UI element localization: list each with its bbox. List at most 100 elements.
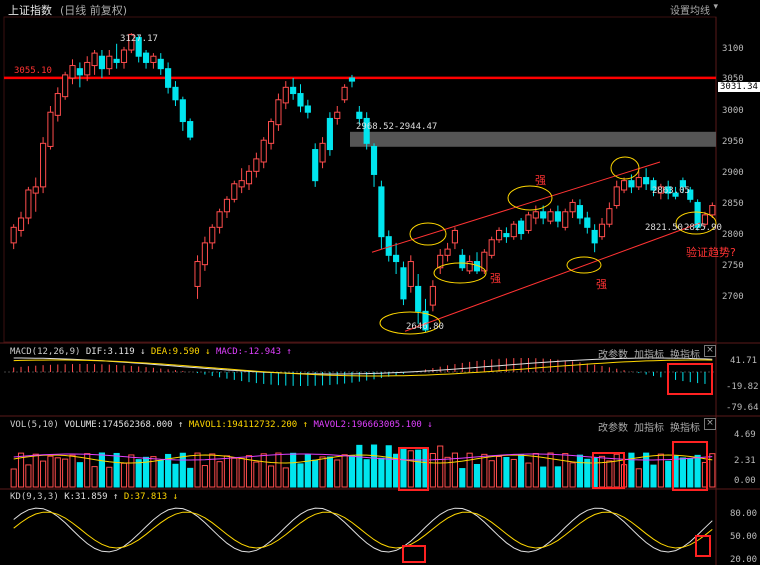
volume-bar [562,453,569,488]
mavol1-value: MAVOL1:194112732.200 [188,420,298,430]
volume-bar [54,457,61,488]
volume-bar [488,460,495,488]
candle-body [378,186,385,238]
candle-body [326,117,333,151]
close-icon[interactable]: × [704,418,716,430]
candle-body [245,170,253,185]
volume-bar [466,452,473,488]
add-indicator-button[interactable]: 加指标 [634,350,664,361]
macd-tick: -19.82 [726,382,759,392]
candle-body [665,186,672,194]
volume-bar [106,466,113,488]
candle-body [576,205,584,219]
candle-body [238,180,245,188]
volume-bar [165,453,172,488]
edit-params-button[interactable]: 改参数 [598,350,628,361]
highlight-ellipse [507,185,553,211]
candle-body [201,242,208,266]
volume-bar [518,454,525,488]
candle-body [510,223,517,238]
candle-body [709,205,716,216]
switch-indicator-button[interactable]: 换指标 [670,423,700,434]
candle-body [635,177,642,188]
highlight-ellipse [610,156,640,180]
candle-body [179,99,186,123]
macd-label: MACD(12,26,9) [10,347,81,357]
volume-bar [319,456,326,488]
switch-indicator-button[interactable]: 换指标 [670,350,700,361]
volume-bar [341,454,348,488]
dea-value: DEA:9.590 [150,347,200,357]
candle-body [554,211,561,222]
volume-bar [157,460,164,488]
resistance-label: 3055.10 [14,66,52,76]
volume-value: VOLUME:174562368.000 [64,420,173,430]
volume-bar [657,453,664,488]
volume-bar [150,456,157,488]
volume-bar [635,468,642,488]
volume-bar [245,455,253,488]
candle-body [620,180,628,191]
volume-bar [650,464,657,488]
volume-bar [503,456,510,488]
price-label: 2821.50 [645,223,683,233]
candle-body [584,217,591,228]
close-icon[interactable]: × [704,345,716,357]
down-arrow-icon: ↓ [427,420,433,430]
d-value: D:37.813 [123,492,168,502]
volume-bar [569,462,576,488]
candle-body [187,121,194,138]
volume-bar [179,452,186,488]
candle-body [98,55,106,70]
mavol2-value: MAVOL2:196663005.100 [313,420,422,430]
candle-body [348,77,356,82]
volume-bar [437,445,444,488]
candle-body [282,86,289,104]
chevron-down-icon[interactable]: ▾ [713,2,718,12]
volume-bar [253,461,260,488]
candle-body [172,86,179,101]
down-arrow-icon: ↓ [140,347,146,357]
volume-bar [451,452,459,488]
price-tick: 2750 [722,261,744,271]
ma-settings-button[interactable]: 设置均线 [670,6,710,17]
up-arrow-icon: ↑ [286,347,292,357]
dif-value: DIF:3.119 [85,347,135,357]
price-label: 2863.05 [652,186,690,196]
high-label: 3127.17 [120,34,158,44]
down-arrow-icon: ↓ [205,347,211,357]
kd-label: KD(9,3,3) [10,492,59,502]
volume-bar [142,456,150,488]
edit-params-button[interactable]: 改参数 [598,423,628,434]
volume-bar [120,462,128,488]
price-tick: 2850 [722,199,744,209]
candle-body [106,55,113,70]
add-indicator-button[interactable]: 加指标 [634,423,664,434]
volume-bar [415,449,422,488]
volume-bar [643,452,650,488]
macd-header: MACD(12,26,9) DIF:3.119 ↓ DEA:9.590 ↓ MA… [10,347,292,357]
volume-bar [76,462,83,488]
candle-body [643,177,650,185]
candle-body [628,180,635,188]
candle-body [312,149,319,182]
d-line [13,511,713,549]
candle-body [62,74,69,98]
candle-body [113,58,120,63]
volume-bar [709,453,716,488]
volume-bar [172,463,179,488]
candle-body [429,285,436,306]
candle-body [532,211,539,219]
candle-body [356,111,363,119]
candle-body [547,211,554,222]
highlight-ellipse [566,256,602,274]
candle-body [69,65,76,79]
price-tick: 2800 [722,230,744,240]
volume-bar [665,460,672,488]
candle-body [451,229,459,244]
highlight-box [592,452,625,489]
k-line [13,507,713,553]
volume-bar [510,458,517,488]
price-tick: 2700 [722,292,744,302]
candle-body [525,214,532,231]
